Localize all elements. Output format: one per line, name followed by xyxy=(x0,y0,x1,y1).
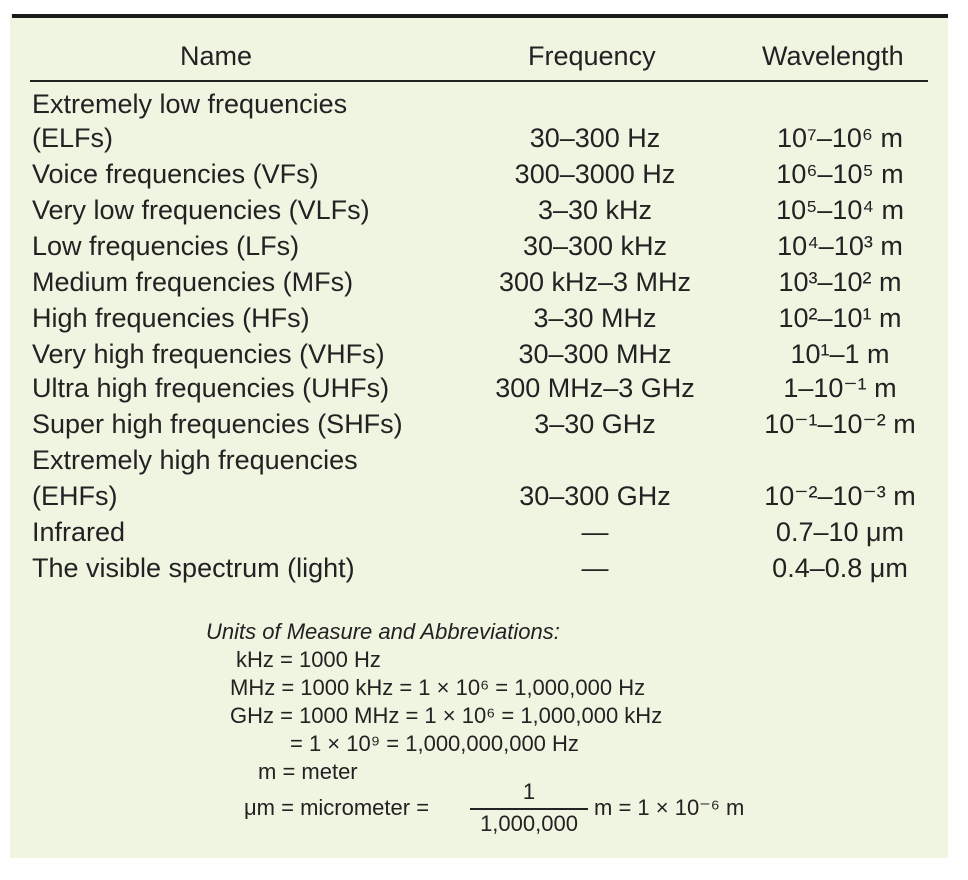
units-ghz-continued: = 1 × 10⁹ = 1,000,000,000 Hz xyxy=(290,731,579,756)
row-wavelength: 10⁻²–10⁻³ m xyxy=(764,481,916,511)
row-wavelength: 10³–10² m xyxy=(778,267,902,297)
row-wavelength: 0.7–10 μm xyxy=(775,517,905,547)
row-name: Very low frequencies (VLFs) xyxy=(32,195,370,225)
table-row: Super high frequencies (SHFs) 3–30 GHz 1… xyxy=(0,406,968,442)
row-frequency: 30–300 Hz xyxy=(529,123,661,153)
row-frequency: 30–300 kHz xyxy=(522,231,668,261)
row-frequency: 3–30 GHz xyxy=(534,409,656,439)
table-row: Voice frequencies (VFs) 300–3000 Hz 10⁶–… xyxy=(0,156,968,192)
units-micrometer-rhs: m = 1 × 10⁻⁶ m xyxy=(594,795,745,820)
table-row: Medium frequencies (MFs) 300 kHz–3 MHz 1… xyxy=(0,264,968,300)
row-wavelength: 10¹–1 m xyxy=(790,339,890,369)
units-mhz: MHz = 1000 kHz = 1 × 10⁶ = 1,000,000 Hz xyxy=(230,675,646,700)
row-frequency: 300 MHz–3 GHz xyxy=(495,373,695,403)
row-frequency: — xyxy=(581,517,609,547)
table-row: Ultra high frequencies (UHFs) 300 MHz–3 … xyxy=(0,370,968,406)
row-wavelength: 0.4–0.8 μm xyxy=(772,553,908,583)
row-frequency: — xyxy=(581,553,609,583)
table-background xyxy=(10,14,948,858)
row-name: High frequencies (HFs) xyxy=(32,303,310,333)
row-frequency: 30–300 GHz xyxy=(519,481,671,511)
row-name: The visible spectrum (light) xyxy=(32,553,355,583)
row-name: Very high frequencies (VHFs) xyxy=(32,339,385,369)
row-name: Infrared xyxy=(32,517,126,547)
units-meter: m = meter xyxy=(258,759,358,784)
row-name: Medium frequencies (MFs) xyxy=(32,267,354,297)
row-frequency: 30–300 MHz xyxy=(518,339,672,369)
units-ghz: GHz = 1000 MHz = 1 × 10⁶ = 1,000,000 kHz xyxy=(230,703,663,728)
row-wavelength: 1–10⁻¹ m xyxy=(783,373,897,403)
row-name: Ultra high frequencies (UHFs) xyxy=(32,373,390,403)
top-rule xyxy=(12,14,948,18)
header-name: Name xyxy=(180,41,253,71)
header-frequency: Frequency xyxy=(528,41,656,71)
row-frequency: 3–30 MHz xyxy=(533,303,657,333)
table-row: Infrared — 0.7–10 μm xyxy=(0,514,968,550)
row-name: Voice frequencies (VFs) xyxy=(32,159,319,189)
row-wavelength: 10⁵–10⁴ m xyxy=(776,195,904,225)
row-wavelength: 10⁻¹–10⁻² m xyxy=(764,409,916,439)
units-title: Units of Measure and Abbreviations: xyxy=(206,619,560,644)
row-wavelength: 10⁷–10⁶ m xyxy=(777,123,903,153)
row-wavelength: 10⁴–10³ m xyxy=(777,231,903,261)
row-name: Extremely high frequencies xyxy=(32,445,358,475)
table-row: High frequencies (HFs) 3–30 MHz 10²–10¹ … xyxy=(0,300,968,336)
table-row: Extremely low frequencies xyxy=(0,86,968,122)
table-row: (ELFs) 30–300 Hz 10⁷–10⁶ m xyxy=(0,120,968,156)
table-row: Very low frequencies (VLFs) 3–30 kHz 10⁵… xyxy=(0,192,968,228)
units-micrometer-lhs: μm = micrometer = xyxy=(244,795,430,820)
row-frequency: 300 kHz–3 MHz xyxy=(498,267,692,297)
table-row: Very high frequencies (VHFs) 30–300 MHz … xyxy=(0,336,968,372)
fraction-numerator: 1 xyxy=(522,779,536,804)
row-name: Low frequencies (LFs) xyxy=(32,231,300,261)
header-wavelength: Wavelength xyxy=(762,41,904,71)
row-frequency: 300–3000 Hz xyxy=(514,159,676,189)
row-name: Super high frequencies (SHFs) xyxy=(32,409,403,439)
table-row: Low frequencies (LFs) 30–300 kHz 10⁴–10³… xyxy=(0,228,968,264)
row-name: Extremely low frequencies xyxy=(32,89,348,119)
table-row: (EHFs) 30–300 GHz 10⁻²–10⁻³ m xyxy=(0,478,968,514)
header-rule xyxy=(30,80,928,82)
row-frequency: 3–30 kHz xyxy=(537,195,653,225)
row-wavelength: 10²–10¹ m xyxy=(778,303,902,333)
table-row: The visible spectrum (light) — 0.4–0.8 μ… xyxy=(0,550,968,586)
row-name: (ELFs) xyxy=(32,123,113,153)
units-khz: kHz = 1000 Hz xyxy=(236,647,381,672)
table-row: Extremely high frequencies xyxy=(0,442,968,478)
row-wavelength: 10⁶–10⁵ m xyxy=(776,159,904,189)
fraction-denominator: 1,000,000 xyxy=(480,811,578,836)
row-name: (EHFs) xyxy=(32,481,118,511)
fraction-bar xyxy=(470,808,588,810)
